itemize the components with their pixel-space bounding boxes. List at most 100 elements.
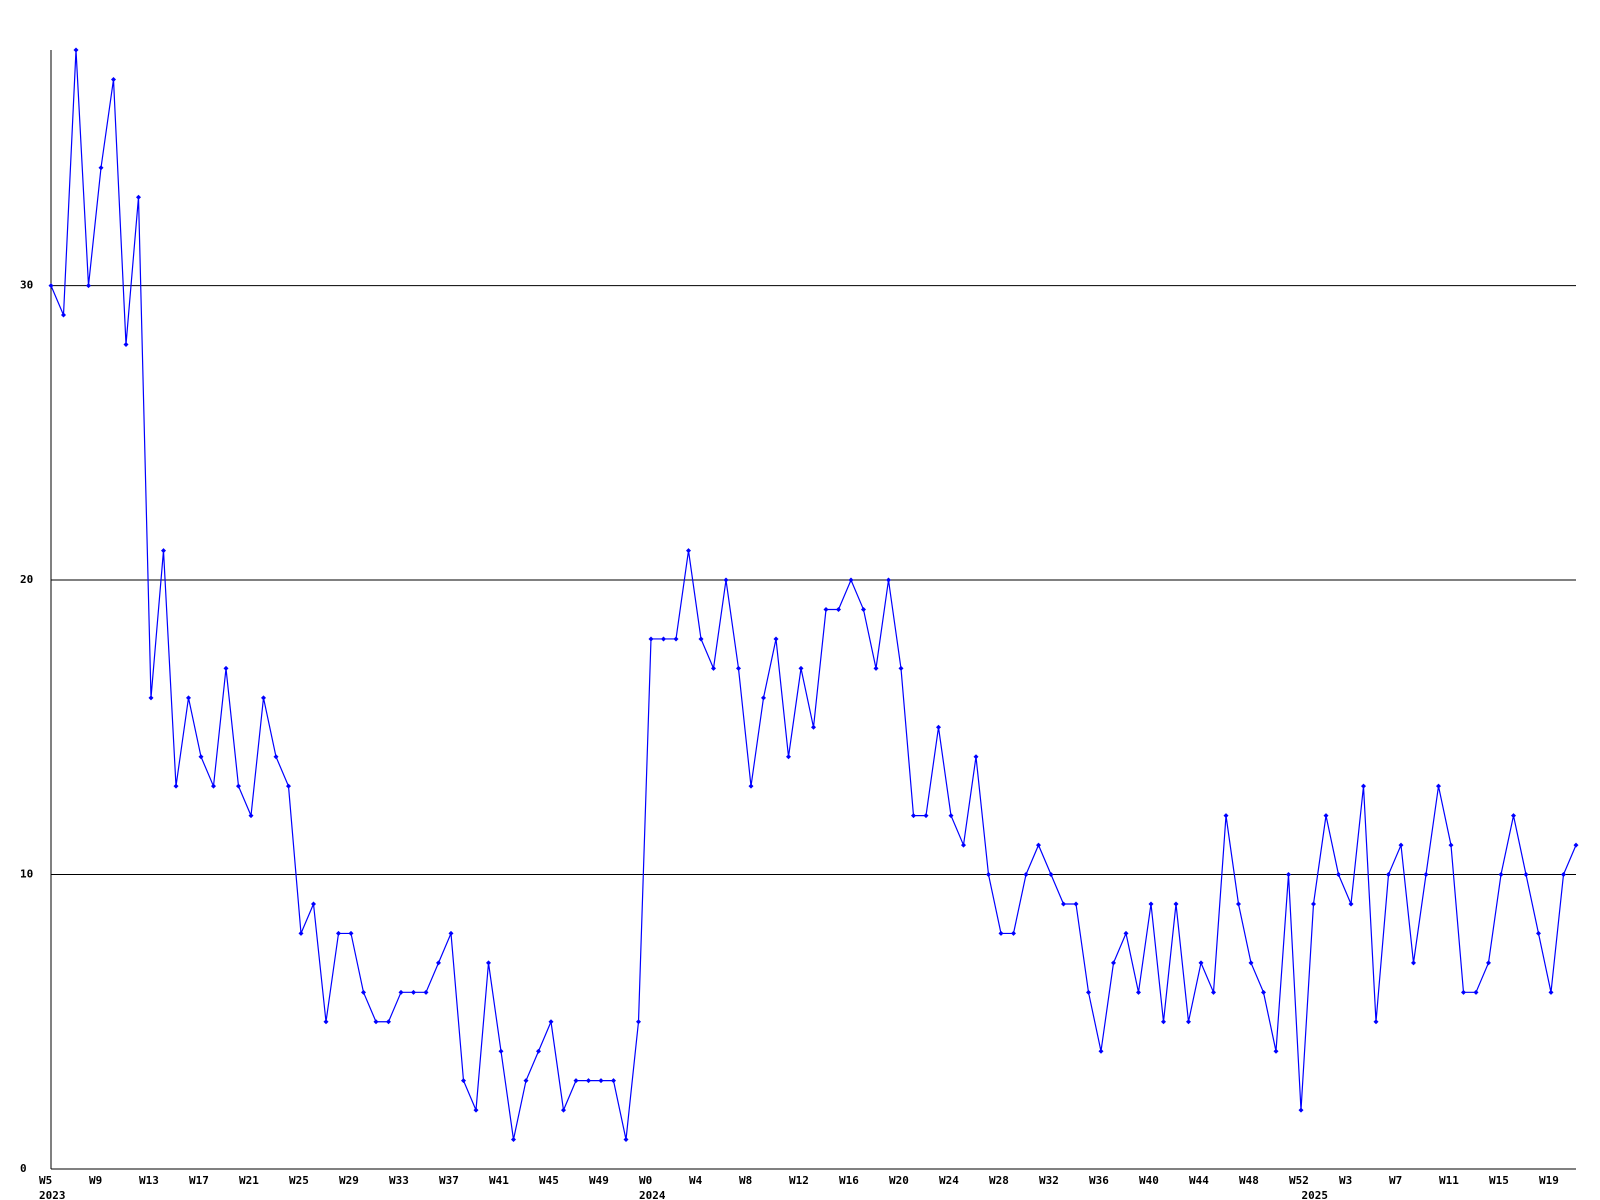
point-marker xyxy=(86,283,91,289)
point-marker xyxy=(398,989,404,995)
point-marker xyxy=(386,1019,391,1025)
point-marker xyxy=(98,165,104,171)
x-tick-label: W41 xyxy=(489,1174,509,1187)
point-marker xyxy=(786,754,791,760)
point-marker xyxy=(1461,989,1466,995)
point-marker xyxy=(161,548,166,554)
point-marker xyxy=(1098,1048,1104,1054)
x-tick-label: W36 xyxy=(1089,1174,1109,1187)
x-tick-label: W3 xyxy=(1339,1174,1352,1187)
point-marker xyxy=(1248,960,1254,966)
point-marker xyxy=(1023,872,1029,878)
point-marker xyxy=(1223,813,1229,819)
point-marker xyxy=(823,607,829,612)
point-marker xyxy=(998,930,1004,936)
x-tick-label: W24 xyxy=(939,1174,959,1187)
point-marker xyxy=(1298,1107,1304,1113)
point-marker xyxy=(1211,989,1216,995)
x-tick-label: W12 xyxy=(789,1174,809,1187)
point-marker xyxy=(1236,901,1241,907)
point-marker xyxy=(298,930,304,936)
y-tick-label: 30 xyxy=(20,279,33,292)
y-tick-label: 20 xyxy=(20,573,33,586)
point-marker xyxy=(248,813,254,819)
point-marker xyxy=(173,783,179,789)
year-label: 2024 xyxy=(639,1189,666,1200)
point-marker xyxy=(123,341,129,347)
point-marker xyxy=(1511,813,1516,819)
point-marker xyxy=(411,989,416,995)
point-marker xyxy=(948,813,954,819)
point-marker xyxy=(473,1107,479,1113)
point-marker xyxy=(973,754,979,760)
point-marker xyxy=(861,607,866,612)
point-marker xyxy=(111,76,116,82)
point-marker xyxy=(1448,842,1454,848)
point-marker xyxy=(1148,901,1154,907)
point-marker xyxy=(1186,1019,1191,1025)
point-marker xyxy=(1536,930,1541,936)
point-marker xyxy=(1486,960,1491,966)
point-marker xyxy=(373,1019,379,1025)
point-marker xyxy=(711,665,716,671)
point-marker xyxy=(561,1107,566,1113)
point-marker xyxy=(448,930,454,936)
point-marker xyxy=(1311,901,1316,907)
point-marker xyxy=(661,636,666,642)
point-marker xyxy=(348,930,354,936)
y-tick-label: 0 xyxy=(20,1162,27,1175)
point-marker xyxy=(1473,989,1479,995)
point-marker xyxy=(423,989,429,995)
y-tick-label: 10 xyxy=(20,868,33,881)
point-marker xyxy=(436,960,441,966)
point-marker xyxy=(1086,989,1091,995)
year-label: 2023 xyxy=(39,1189,66,1200)
point-marker xyxy=(1411,960,1416,966)
x-tick-label: W15 xyxy=(1489,1174,1509,1187)
x-tick-label: W29 xyxy=(339,1174,359,1187)
point-marker xyxy=(198,754,204,760)
point-marker xyxy=(1061,901,1066,907)
point-marker xyxy=(1561,872,1566,878)
point-marker xyxy=(1336,872,1341,878)
x-tick-label: W0 xyxy=(639,1174,652,1187)
point-marker xyxy=(1161,1019,1166,1025)
x-tick-label: W28 xyxy=(989,1174,1009,1187)
point-marker xyxy=(361,989,366,995)
point-marker xyxy=(536,1048,541,1054)
point-marker xyxy=(961,842,966,848)
point-marker xyxy=(873,665,879,671)
point-marker xyxy=(336,930,341,936)
x-tick-label: W7 xyxy=(1389,1174,1402,1187)
point-marker xyxy=(723,577,729,583)
point-marker xyxy=(586,1078,591,1084)
point-marker xyxy=(773,636,779,642)
x-tick-label: W32 xyxy=(1039,1174,1059,1187)
x-tick-label: W9 xyxy=(89,1174,102,1187)
x-tick-label: W19 xyxy=(1539,1174,1559,1187)
x-tick-label: W33 xyxy=(389,1174,409,1187)
x-tick-label: W49 xyxy=(589,1174,609,1187)
point-marker xyxy=(1373,1019,1379,1025)
x-tick-label: W44 xyxy=(1189,1174,1209,1187)
x-tick-label: W40 xyxy=(1139,1174,1159,1187)
point-marker xyxy=(1261,989,1266,995)
point-marker xyxy=(323,1019,329,1025)
x-tick-label: W8 xyxy=(739,1174,752,1187)
point-marker xyxy=(611,1078,616,1084)
point-marker xyxy=(898,665,904,671)
point-marker xyxy=(311,901,316,907)
point-marker xyxy=(186,695,191,701)
point-marker xyxy=(498,1048,504,1054)
point-marker xyxy=(261,695,266,701)
point-marker xyxy=(1523,872,1529,878)
point-marker xyxy=(548,1019,554,1025)
point-marker xyxy=(1573,842,1579,848)
point-marker xyxy=(1498,872,1504,878)
point-marker xyxy=(761,695,766,701)
point-marker xyxy=(223,665,229,671)
series-line xyxy=(50,49,1577,1140)
point-marker xyxy=(686,548,691,554)
point-marker xyxy=(1048,872,1054,878)
x-tick-label: W45 xyxy=(539,1174,559,1187)
